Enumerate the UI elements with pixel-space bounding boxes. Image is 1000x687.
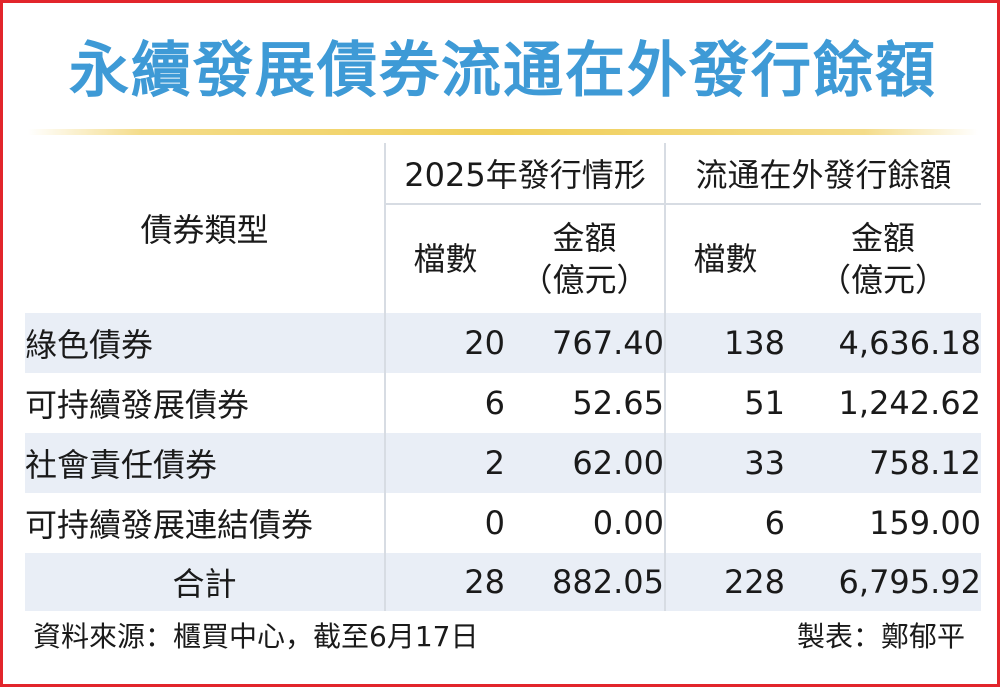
amount-outstanding-header-line1: 金額 [851, 219, 916, 257]
total-count-outstanding: 228 [664, 553, 786, 611]
amount-outstanding-header-line2: （億元） [819, 261, 948, 299]
row-amount-outstanding: 1,242.62 [838, 384, 982, 422]
table-row-social-bonds: 社會責任債券 2 62.00 33 758.12 [25, 433, 982, 493]
total-amount-outstanding: 6,795.92 [785, 553, 982, 611]
bond-type-header: 債券類型 [140, 211, 269, 249]
row-name: 可持續發展連結債券 [25, 506, 314, 544]
row-amount-outstanding: 159.00 [869, 504, 982, 542]
count-2025-header: 檔數 [384, 204, 505, 313]
row-amount-2025: 767.40 [505, 313, 666, 373]
amount-2025-header-line1: 金額 [552, 219, 617, 257]
row-amount-2025: 62.00 [505, 433, 666, 493]
row-count-2025: 0 [384, 493, 505, 553]
outstanding-header: 流通在外發行餘額 [664, 143, 982, 205]
row-count-2025: 20 [384, 313, 505, 373]
table-row-green-bonds: 綠色債券 20 767.40 138 4,636.18 [25, 313, 982, 373]
table-row-sustainability-bonds: 可持續發展債券 6 52.65 51 1,242.62 [25, 373, 981, 433]
total-amount-2025: 882.05 [505, 553, 666, 611]
row-count-outstanding: 51 [664, 373, 786, 433]
row-count-2025: 2 [384, 433, 505, 493]
amount-2025-header-line2: （億元） [520, 261, 649, 299]
row-name: 可持續發展債券 [25, 386, 250, 424]
row-amount-2025: 0.00 [592, 504, 665, 542]
table-sub-header-row: 檔數 金額 （億元） 檔數 金額 （億元） [25, 204, 981, 313]
table-row-sustainability-linked-bonds: 可持續發展連結債券 0 0.00 6 159.00 [25, 493, 981, 553]
count-outstanding-header: 檔數 [664, 204, 786, 313]
row-name: 社會責任債券 [25, 433, 385, 493]
row-count-outstanding: 138 [664, 313, 786, 373]
row-count-outstanding: 6 [664, 493, 786, 553]
title-underline [28, 129, 978, 135]
maker-credit: 製表：鄭郁平 [796, 620, 965, 653]
row-count-outstanding: 33 [664, 433, 786, 493]
table-row-total: 合計 28 882.05 228 6,795.92 [25, 553, 982, 611]
amount-outstanding-header: 金額 （億元） [785, 204, 981, 313]
row-name: 綠色債券 [25, 313, 385, 373]
issuance-2025-header: 2025年發行情形 [383, 143, 666, 205]
row-amount-outstanding: 758.12 [785, 433, 982, 493]
total-label: 合計 [25, 553, 385, 611]
table-group-header-row: 債券類型 2025年發行情形 流通在外發行餘額 [25, 143, 982, 249]
source-note: 資料來源：櫃買中心，截至6月17日 [33, 620, 479, 653]
row-count-2025: 6 [384, 373, 505, 433]
row-amount-outstanding: 4,636.18 [785, 313, 982, 373]
total-count-2025: 28 [384, 553, 505, 611]
page-title: 永續發展債券流通在外發行餘額 [69, 36, 937, 106]
row-amount-2025: 52.65 [572, 384, 665, 422]
bond-table: 債券類型 2025年發行情形 流通在外發行餘額 檔數 金額 （億元） 檔數 金額… [25, 143, 982, 611]
amount-2025-header: 金額 （億元） [505, 204, 665, 313]
